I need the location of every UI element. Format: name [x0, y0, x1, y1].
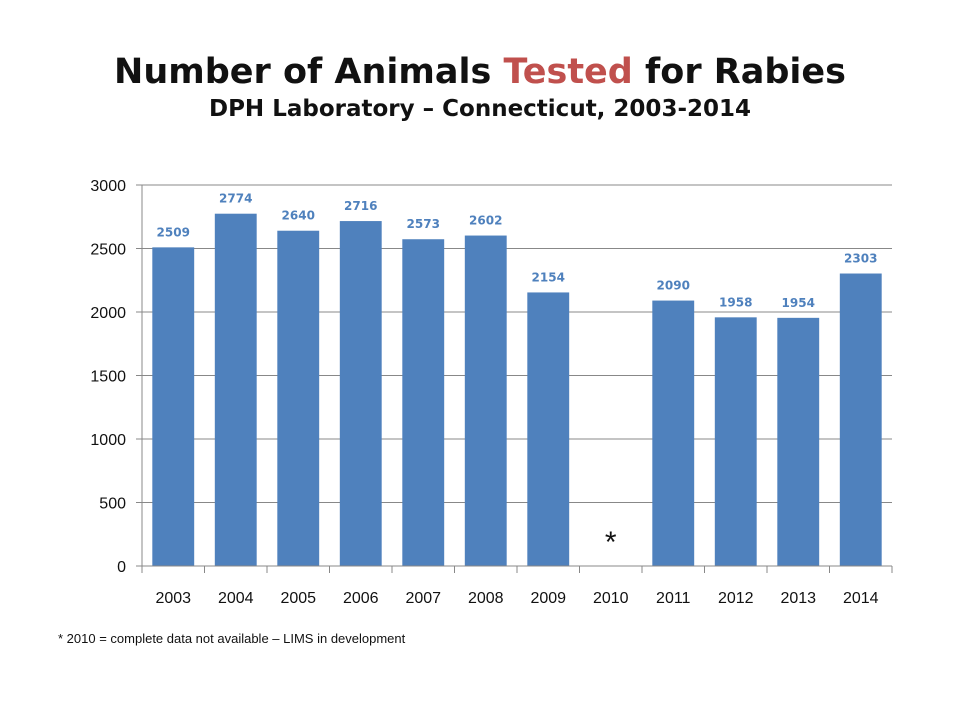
x-tick-label: 2011: [656, 590, 691, 607]
data-label: 2774: [219, 192, 252, 206]
bar: [402, 239, 445, 566]
y-tick-label: 2000: [90, 305, 126, 322]
bar: [777, 317, 820, 566]
title-part-1: Number of Animals: [114, 52, 504, 92]
y-tick-label: 2500: [90, 242, 126, 259]
bar: [527, 292, 570, 566]
data-label: 2154: [532, 270, 565, 284]
bar: [714, 317, 757, 566]
x-tick-label: 2014: [843, 590, 879, 607]
data-label: 1958: [719, 295, 752, 309]
data-label: 2716: [344, 199, 377, 213]
y-tick-label: 0: [117, 559, 126, 576]
data-label: 2640: [282, 209, 315, 223]
x-tick-label: 2010: [593, 590, 629, 607]
y-tick-label: 500: [99, 496, 126, 513]
x-axis-tick-labels: 2003 2004 2005 2006 2007 2008 2009 2010 2011 2012…: [155, 590, 878, 607]
data-label: 2303: [844, 252, 877, 266]
bars: [152, 213, 882, 566]
bar: [152, 247, 195, 566]
x-tick-label: 2003: [155, 590, 191, 607]
data-label: 2509: [157, 225, 190, 239]
x-tick-label: 2008: [468, 590, 504, 607]
data-label: 2090: [657, 279, 690, 293]
title-highlight: Tested: [503, 52, 633, 92]
bar: [277, 230, 320, 566]
bar: [214, 213, 257, 566]
x-tick-label: 2009: [530, 590, 566, 607]
x-tick-label: 2005: [280, 590, 316, 607]
chart-subtitle: DPH Laboratory – Connecticut, 2003-2014: [208, 96, 752, 122]
x-tick-label: 2006: [343, 590, 379, 607]
y-tick-label: 3000: [90, 178, 126, 195]
bar: [339, 221, 382, 566]
missing-data-asterisk: *: [605, 526, 617, 559]
bar: [839, 273, 882, 566]
chart-title: Number of Animals Tested for Rabies: [0, 50, 960, 94]
bar: [652, 300, 695, 566]
x-tick-label: 2012: [718, 590, 754, 607]
data-label: 2602: [469, 214, 502, 228]
x-tick-label: 2007: [405, 590, 441, 607]
x-tick-label: 2004: [218, 590, 254, 607]
footnote: * 2010 = complete data not available – L…: [58, 631, 406, 646]
axes: [136, 184, 893, 573]
y-tick-label: 1000: [90, 432, 126, 449]
data-label: 1954: [782, 296, 815, 310]
data-label: 2573: [407, 217, 440, 231]
y-axis-tick-labels: 0 500 1000 1500 2000 2500 3000: [90, 178, 126, 576]
data-labels: 2509 2774 2640 2716 2573 2602 2154 * 2090 1958 195…: [157, 192, 878, 559]
chart-title-block: Number of Animals Tested for Rabies DPH …: [0, 50, 960, 124]
x-tick-label: 2013: [780, 590, 816, 607]
title-part-2: for Rabies: [632, 52, 846, 92]
gridlines: [142, 184, 892, 503]
y-tick-label: 1500: [90, 369, 126, 386]
bar: [464, 235, 507, 566]
